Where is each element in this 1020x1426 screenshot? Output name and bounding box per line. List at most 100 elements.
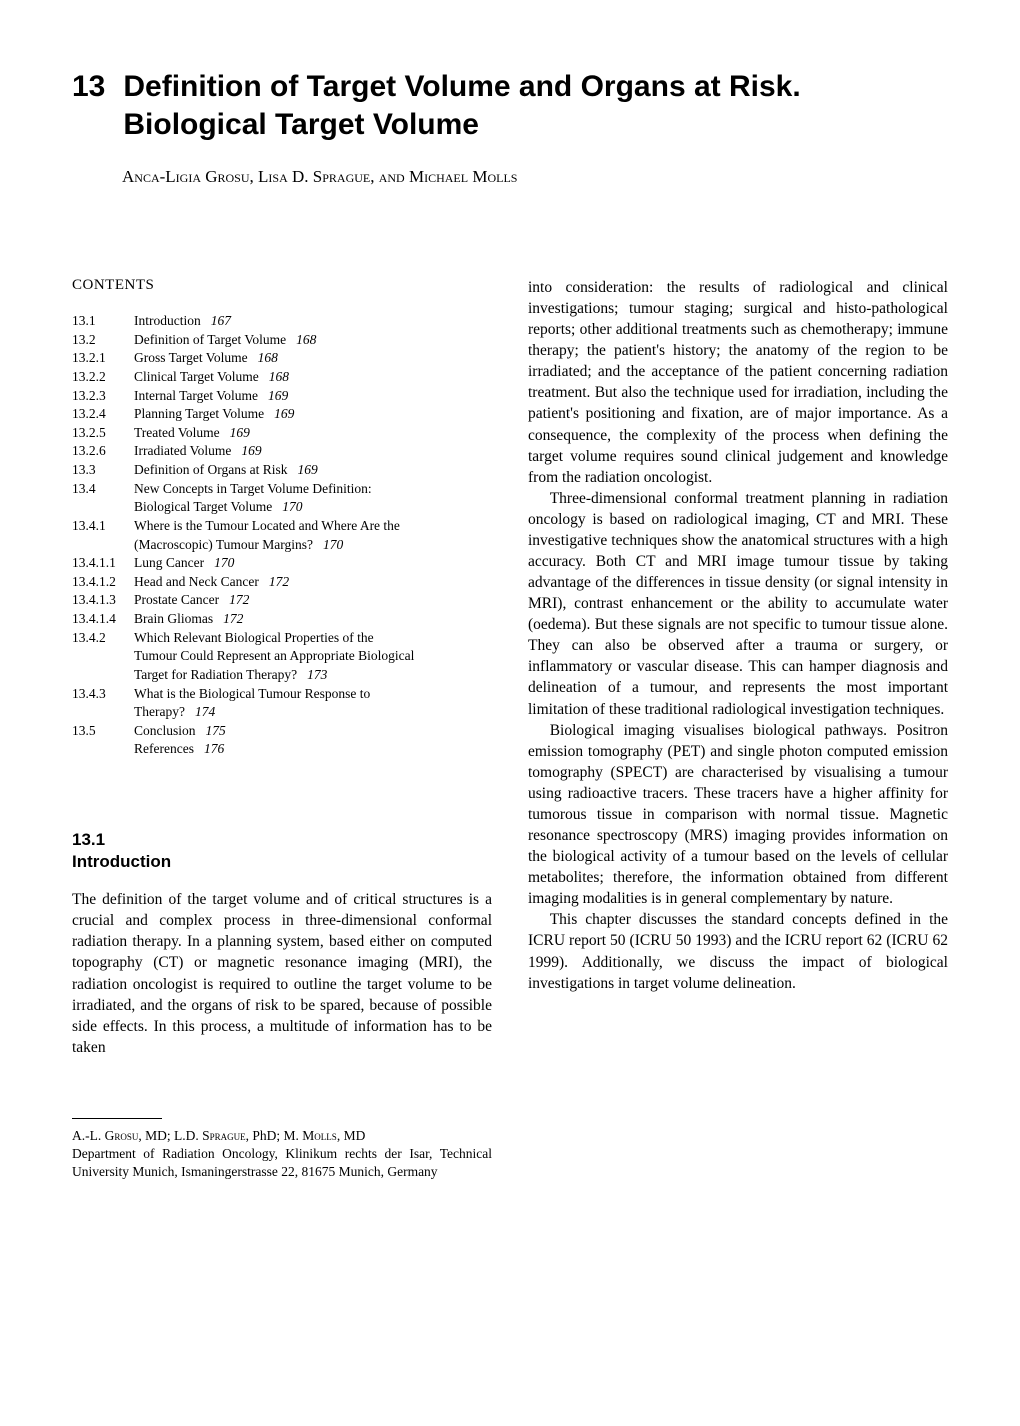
toc-page: 176 xyxy=(204,741,224,756)
toc-page: 168 xyxy=(269,369,289,384)
toc-label: Where is the Tumour Located and Where Ar… xyxy=(134,517,492,536)
footnote: A.-L. Grosu, MD; L.D. Sprague, PhD; M. M… xyxy=(72,1127,492,1182)
right-paragraph-3: Biological imaging visualises biological… xyxy=(528,720,948,910)
contents-heading: CONTENTS xyxy=(72,277,492,294)
footnote-sep-1: , MD; xyxy=(138,1128,174,1143)
toc-row: 13.1Introduction 167 xyxy=(72,312,492,331)
chapter-number: 13 xyxy=(72,68,105,106)
toc-number: 13.4 xyxy=(72,480,134,499)
table-of-contents: 13.1Introduction 167 13.2Definition of Tar… xyxy=(72,312,492,759)
toc-row: 13.4.1.3Prostate Cancer 172 xyxy=(72,591,492,610)
toc-label: New Concepts in Target Volume Definition… xyxy=(134,480,492,499)
toc-page: 167 xyxy=(211,313,231,328)
toc-row: 13.4.2Which Relevant Biological Properti… xyxy=(72,629,492,648)
toc-page: 170 xyxy=(282,499,302,514)
section-title: Introduction xyxy=(72,852,171,871)
toc-label: Lung Cancer xyxy=(134,555,204,570)
toc-label-cont: (Macroscopic) Tumour Margins?170 xyxy=(72,536,492,555)
footnote-affiliation: Department of Radiation Oncology, Klinik… xyxy=(72,1146,492,1179)
toc-label: Clinical Target Volume xyxy=(134,369,259,384)
toc-label: References xyxy=(134,741,194,756)
toc-label-cont: Target for Radiation Therapy?173 xyxy=(72,666,492,685)
toc-page: 170 xyxy=(214,555,234,570)
toc-row: 13.4.1.2Head and Neck Cancer 172 xyxy=(72,573,492,592)
toc-label: What is the Biological Tumour Response t… xyxy=(134,685,492,704)
toc-page: 172 xyxy=(223,611,243,626)
toc-row: 13.4.1Where is the Tumour Located and Wh… xyxy=(72,517,492,536)
toc-number: 13.2 xyxy=(72,331,134,350)
toc-number: 13.4.1.1 xyxy=(72,554,134,573)
toc-number: 13.4.2 xyxy=(72,629,134,648)
toc-row: References 176 xyxy=(72,740,492,759)
toc-label: Conclusion xyxy=(134,723,196,738)
toc-row: 13.4.3What is the Biological Tumour Resp… xyxy=(72,685,492,704)
toc-row: 13.4.1.4Brain Gliomas 172 xyxy=(72,610,492,629)
toc-row: 13.2.3Internal Target Volume 169 xyxy=(72,387,492,406)
toc-number: 13.4.1 xyxy=(72,517,134,536)
chapter-title: 13 Definition of Target Volume and Organ… xyxy=(72,68,948,143)
toc-page: 174 xyxy=(195,704,215,719)
toc-row: 13.4.1.1Lung Cancer 170 xyxy=(72,554,492,573)
toc-page: 172 xyxy=(269,574,289,589)
toc-page: 175 xyxy=(206,723,226,738)
toc-page: 168 xyxy=(258,350,278,365)
footnote-sep-2: , PhD; xyxy=(246,1128,284,1143)
authors-line: Anca-Ligia Grosu, Lisa D. Sprague, and M… xyxy=(122,167,948,187)
toc-row: 13.2.1Gross Target Volume168 xyxy=(72,349,492,368)
toc-label: Definition of Target Volume xyxy=(134,332,286,347)
toc-page: 169 xyxy=(268,388,288,403)
toc-label: Introduction xyxy=(134,313,201,328)
toc-number: 13.5 xyxy=(72,722,134,741)
toc-page: 170 xyxy=(323,537,343,552)
toc-label: Which Relevant Biological Properties of … xyxy=(134,629,492,648)
toc-label: Brain Gliomas xyxy=(134,611,213,626)
toc-label: Prostate Cancer xyxy=(134,592,219,607)
toc-number: 13.2.5 xyxy=(72,424,134,443)
toc-page: 169 xyxy=(241,443,261,458)
toc-page: 169 xyxy=(274,406,294,421)
toc-number: 13.4.1.3 xyxy=(72,591,134,610)
toc-row: 13.2Definition of Target Volume168 xyxy=(72,331,492,350)
toc-number: 13.1 xyxy=(72,312,134,331)
toc-row: 13.2.2Clinical Target Volume 168 xyxy=(72,368,492,387)
toc-number: 13.2.1 xyxy=(72,349,134,368)
chapter-title-text: Definition of Target Volume and Organs a… xyxy=(123,68,948,143)
toc-number: 13.3 xyxy=(72,461,134,480)
toc-label: Definition of Organs at Risk xyxy=(134,462,287,477)
toc-page: 172 xyxy=(229,592,249,607)
toc-label: Internal Target Volume xyxy=(134,388,258,403)
toc-label: Treated Volume xyxy=(134,425,220,440)
toc-row: 13.2.5Treated Volume 169 xyxy=(72,424,492,443)
toc-row: 13.2.6Irradiated Volume 169 xyxy=(72,442,492,461)
left-body-text: The definition of the target volume and … xyxy=(72,889,492,1058)
right-paragraph-4: This chapter discusses the standard conc… xyxy=(528,909,948,993)
footnote-author-3: M. Molls xyxy=(284,1128,337,1143)
toc-row: 13.4New Concepts in Target Volume Defini… xyxy=(72,480,492,499)
toc-label: Irradiated Volume xyxy=(134,443,231,458)
toc-page: 173 xyxy=(307,667,327,682)
toc-page: 169 xyxy=(297,462,317,477)
toc-number: 13.4.3 xyxy=(72,685,134,704)
toc-label: Planning Target Volume xyxy=(134,406,264,421)
toc-number: 13.4.1.4 xyxy=(72,610,134,629)
toc-page: 169 xyxy=(230,425,250,440)
toc-number: 13.2.2 xyxy=(72,368,134,387)
toc-number: 13.2.3 xyxy=(72,387,134,406)
toc-number: 13.2.4 xyxy=(72,405,134,424)
section-heading: 13.1 Introduction xyxy=(72,829,492,873)
toc-number: 13.2.6 xyxy=(72,442,134,461)
toc-label-cont: Tumour Could Represent an Appropriate Bi… xyxy=(72,647,492,666)
toc-number: 13.4.1.2 xyxy=(72,573,134,592)
footnote-author-2: L.D. Sprague xyxy=(174,1128,246,1143)
right-column: into consideration: the results of radio… xyxy=(528,277,948,1181)
toc-row: 13.5Conclusion 175 xyxy=(72,722,492,741)
left-paragraph-1: The definition of the target volume and … xyxy=(72,889,492,1058)
footnote-sep-3: , MD xyxy=(337,1128,366,1143)
toc-label-cont: Therapy?174 xyxy=(72,703,492,722)
section-number: 13.1 xyxy=(72,830,105,849)
footnote-author-1: A.-L. Grosu xyxy=(72,1128,138,1143)
toc-row: 13.3Definition of Organs at Risk 169 xyxy=(72,461,492,480)
right-paragraph-2: Three-dimensional conformal treatment pl… xyxy=(528,488,948,720)
toc-label: Head and Neck Cancer xyxy=(134,574,259,589)
toc-label-cont: Biological Target Volume170 xyxy=(72,498,492,517)
